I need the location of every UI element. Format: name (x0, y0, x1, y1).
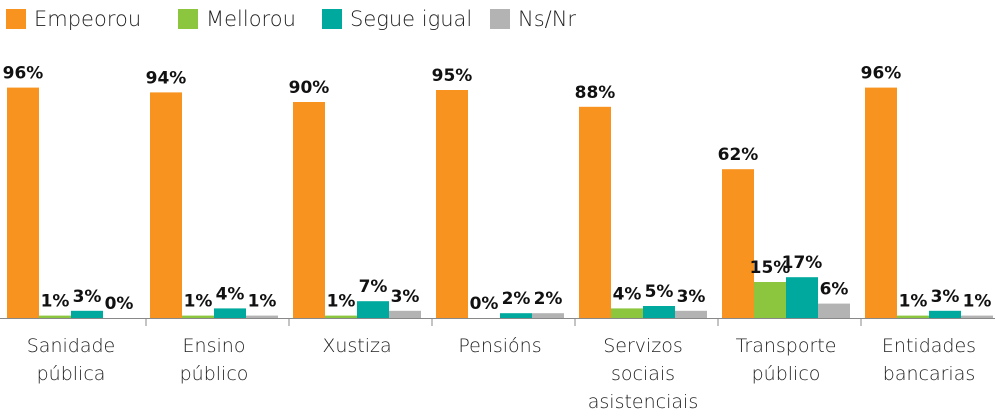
bar (722, 169, 754, 318)
value-label: 96% (861, 64, 902, 84)
bar (611, 308, 643, 318)
bar (293, 102, 325, 318)
value-label: 1% (899, 292, 928, 312)
value-label: 1% (248, 292, 277, 312)
bar (246, 315, 278, 318)
value-label: 4% (613, 284, 642, 304)
x-tick-label: Sanidade pública (26, 335, 116, 385)
bar (71, 310, 103, 318)
bar (818, 303, 850, 318)
bar (897, 315, 929, 318)
legend-label: Empeorou (34, 7, 141, 31)
legend-label: Mellorou (206, 7, 296, 31)
value-label: 2% (534, 289, 563, 309)
value-label: 3% (73, 287, 102, 307)
bar (865, 87, 897, 318)
value-label: 1% (327, 292, 356, 312)
bar (214, 308, 246, 318)
value-label: 6% (820, 280, 849, 300)
bar (182, 315, 214, 318)
bar (389, 310, 421, 318)
bar (39, 315, 71, 318)
bar (961, 315, 993, 318)
value-label: 7% (359, 277, 388, 297)
value-label: 3% (391, 287, 420, 307)
x-tick-label: Ensino público (179, 335, 249, 385)
legend-swatch (178, 9, 198, 29)
bar (436, 90, 468, 318)
legend-label: Ns/Nr (518, 7, 576, 31)
value-label: 1% (963, 292, 992, 312)
x-tick-label: Entidades bancarias (881, 335, 977, 385)
value-label: 90% (289, 78, 330, 98)
value-label: 88% (575, 83, 616, 103)
bar (675, 310, 707, 318)
bar (579, 106, 611, 318)
bar (532, 313, 564, 318)
value-label: 0% (470, 294, 499, 314)
value-label: 3% (931, 287, 960, 307)
bar (786, 277, 818, 318)
bar (643, 306, 675, 318)
value-label: 96% (3, 64, 44, 84)
bar (754, 282, 786, 318)
x-tick-label: Transporte público (735, 335, 837, 385)
legend-label: Segue igual (350, 7, 472, 31)
bar (500, 313, 532, 318)
value-label: 1% (184, 292, 213, 312)
bar (357, 301, 389, 318)
bar (7, 87, 39, 318)
value-label: 3% (677, 287, 706, 307)
bar (929, 310, 961, 318)
value-label: 15% (750, 258, 791, 278)
legend-swatch (322, 9, 342, 29)
value-label: 2% (502, 289, 531, 309)
bar (325, 315, 357, 318)
bar (150, 92, 182, 319)
x-tick-label: Pensións (458, 335, 542, 357)
legend-swatch (6, 9, 26, 29)
value-label: 17% (782, 253, 823, 273)
value-label: 0% (105, 294, 134, 314)
value-label: 95% (432, 66, 473, 86)
value-label: 1% (41, 292, 70, 312)
value-label: 94% (146, 68, 187, 88)
x-tick-label: Servizos sociais asistenciais (587, 335, 699, 413)
legend-swatch (490, 9, 510, 29)
x-tick-label: Xustiza (322, 335, 392, 357)
value-label: 5% (645, 282, 674, 302)
value-label: 62% (718, 145, 759, 165)
value-label: 4% (216, 284, 245, 304)
